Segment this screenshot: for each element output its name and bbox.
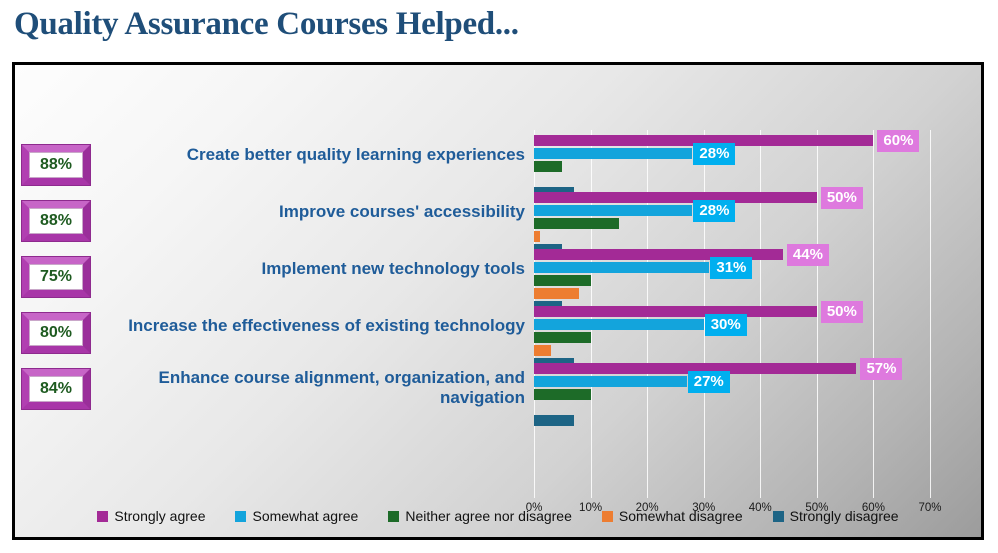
bar	[534, 389, 591, 400]
legend-swatch-icon	[772, 510, 784, 522]
legend-label: Strongly disagree	[789, 508, 899, 524]
bar-group: 44% 31%	[534, 243, 930, 314]
bar-fill	[534, 262, 710, 273]
gridline	[873, 130, 875, 498]
bar-fill	[534, 205, 693, 216]
bar-value-label: 31%	[710, 256, 753, 279]
bar: 31%	[534, 256, 753, 279]
bar	[534, 231, 540, 242]
bar-value-label: 50%	[820, 300, 863, 323]
bar: 50%	[534, 186, 863, 209]
bar-fill	[534, 345, 551, 356]
category-label: Implement new technology tools	[261, 259, 525, 278]
legend-item[interactable]: Strongly agree	[97, 508, 205, 524]
summary-percent-value: 75%	[29, 264, 83, 290]
x-axis-tick-label: 20%	[635, 502, 659, 514]
gridline	[816, 130, 818, 498]
bar-fill	[534, 363, 857, 374]
category-label: Increase the effectiveness of existing t…	[128, 316, 525, 335]
bar: 28%	[534, 142, 736, 165]
bar-value-label: 44%	[786, 243, 829, 266]
bar-fill	[534, 161, 563, 172]
x-axis-tick-label: 30%	[692, 502, 716, 514]
summary-percent-value: 80%	[29, 320, 83, 346]
legend-label: Neither agree nor disagree	[405, 508, 572, 524]
x-axis-tick-label: 60%	[861, 502, 885, 514]
bar-value-label: 50%	[820, 186, 863, 209]
bar: 30%	[534, 313, 747, 336]
bar-fill	[534, 306, 817, 317]
chart-container: 88% 88% 75% 80% 84% Create better quality le…	[12, 62, 984, 540]
bar	[534, 332, 591, 343]
plot-area: 60% 28% 50% 28% 44% 31% 50% 30% 57% 27% 0% 10% 20% 3…	[526, 129, 942, 514]
bar-fill	[534, 415, 574, 426]
bar-value-label: 30%	[704, 313, 747, 336]
chart-legend: Strongly agree Somewhat agree Neither agre…	[15, 499, 981, 533]
legend-item[interactable]: Somewhat disagree	[601, 508, 743, 524]
bar-fill	[534, 192, 817, 203]
bar-value-label: 28%	[693, 142, 736, 165]
bar-fill	[534, 332, 591, 343]
summary-percent-badge: 75%	[22, 257, 90, 297]
bar-value-label: 57%	[860, 357, 903, 380]
bar-value-label: 60%	[877, 129, 920, 152]
legend-item[interactable]: Somewhat agree	[235, 508, 358, 524]
bar	[534, 275, 591, 286]
bar	[534, 345, 551, 356]
legend-swatch-icon	[388, 510, 400, 522]
summary-percent-value: 84%	[29, 376, 83, 402]
x-axis-tick-label: 0%	[525, 502, 543, 514]
summary-percent-value: 88%	[29, 152, 83, 178]
x-axis-tick-label: 70%	[918, 502, 942, 514]
summary-percent-badge: 80%	[22, 313, 90, 353]
x-axis-tick-label: 10%	[579, 502, 603, 514]
legend-swatch-icon	[97, 510, 109, 522]
x-axis-tick-label: 50%	[805, 502, 829, 514]
bar-group: 50% 28%	[534, 186, 930, 257]
bar-fill	[534, 231, 540, 242]
bar-group: 60% 28%	[534, 129, 930, 200]
legend-label: Somewhat agree	[252, 508, 359, 524]
legend-item[interactable]: Strongly disagree	[772, 508, 899, 524]
bar	[534, 218, 619, 229]
bar-group: 50% 30%	[534, 300, 930, 371]
x-axis-tick-label: 40%	[748, 502, 772, 514]
bar: 50%	[534, 300, 863, 323]
summary-percent-badge: 84%	[22, 369, 90, 409]
category-label: Create better quality learning experienc…	[186, 145, 525, 164]
bar-group: 57% 27%	[534, 357, 930, 428]
legend-label: Strongly agree	[114, 508, 206, 524]
bar	[534, 415, 574, 426]
bar-fill	[534, 148, 693, 159]
gridline	[930, 130, 931, 498]
summary-percent-badge: 88%	[22, 201, 90, 241]
bar: 28%	[534, 199, 736, 222]
bar-fill	[534, 249, 783, 260]
legend-item[interactable]: Neither agree nor disagree	[388, 508, 572, 524]
category-label: Improve courses' accessibility	[279, 202, 525, 221]
bar-fill	[534, 275, 591, 286]
bar-value-label: 28%	[693, 199, 736, 222]
bar: 44%	[534, 243, 829, 266]
bar-fill	[534, 288, 580, 299]
bar-value-label: 27%	[687, 370, 730, 393]
bar: 60%	[534, 129, 920, 152]
legend-swatch-icon	[601, 510, 613, 522]
bar-fill	[534, 135, 874, 146]
bar: 57%	[534, 357, 903, 380]
bar: 27%	[534, 370, 730, 393]
bar	[534, 288, 580, 299]
category-label: Enhance course alignment, organization, …	[158, 368, 525, 407]
summary-percent-badge: 88%	[22, 145, 90, 185]
bar-fill	[534, 319, 704, 330]
bar-fill	[534, 389, 591, 400]
page-title: Quality Assurance Courses Helped...	[14, 6, 519, 42]
bar	[534, 161, 563, 172]
summary-percent-value: 88%	[29, 208, 83, 234]
legend-swatch-icon	[235, 510, 247, 522]
bar-fill	[534, 376, 687, 387]
legend-label: Somewhat disagree	[618, 508, 743, 524]
bar-fill	[534, 218, 619, 229]
